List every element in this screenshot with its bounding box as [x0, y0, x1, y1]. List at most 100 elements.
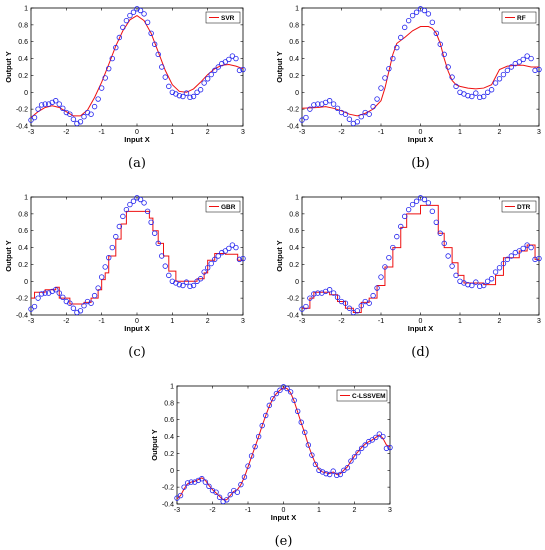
data-point — [236, 67, 243, 74]
data-point — [334, 105, 341, 111]
data-point — [532, 256, 538, 263]
data-point — [386, 254, 392, 261]
x-tick-label: 3 — [537, 318, 541, 325]
data-point — [240, 66, 246, 73]
series-line-c-lssvem — [176, 387, 391, 501]
data-point — [166, 272, 172, 279]
data-point — [109, 244, 115, 251]
data-point — [216, 494, 223, 500]
data-point — [35, 295, 41, 301]
y-tick-label: 0.4 — [18, 245, 28, 252]
x-tick-label: -1 — [99, 318, 105, 325]
x-tick-label: 3 — [241, 129, 245, 136]
data-point — [166, 83, 172, 90]
y-tick-label: 0 — [295, 279, 299, 286]
x-tick-label: -3 — [299, 129, 305, 136]
data-point — [524, 242, 530, 248]
data-point — [496, 265, 503, 271]
data-point — [398, 223, 404, 230]
y-tick-label: 0 — [24, 279, 28, 286]
y-tick-label: 1 — [295, 195, 299, 202]
data-point — [190, 93, 197, 100]
data-point — [201, 80, 207, 86]
data-point — [445, 253, 451, 259]
data-point — [177, 492, 184, 499]
data-point — [386, 65, 392, 72]
panel-caption: (d) — [411, 345, 429, 360]
data-point — [312, 461, 319, 468]
data-point — [56, 101, 62, 107]
data-point — [425, 11, 432, 17]
data-point — [445, 64, 451, 70]
x-tick-label: -3 — [28, 318, 34, 325]
x-axis-label: Input X — [124, 324, 149, 333]
data-point — [516, 59, 522, 65]
data-point — [181, 484, 187, 490]
data-point — [429, 19, 436, 26]
y-tick-label: 0.2 — [18, 73, 28, 80]
data-point — [151, 230, 158, 236]
data-point — [390, 244, 396, 251]
data-point — [354, 308, 360, 314]
x-tick-label: 2 — [498, 318, 502, 325]
data-point — [429, 208, 436, 215]
x-tick-label: 1 — [170, 318, 174, 325]
data-point — [284, 385, 290, 392]
data-point — [433, 219, 439, 225]
legend: SVR — [205, 11, 241, 24]
x-tick-label: 2 — [498, 129, 502, 136]
x-tick-label: 2 — [206, 318, 210, 325]
data-point — [208, 71, 214, 78]
x-tick-label: -2 — [338, 318, 344, 325]
data-point — [402, 213, 408, 220]
y-axis-label: Output Y — [150, 429, 159, 461]
y-tick-label: -0.4 — [16, 313, 28, 320]
x-tick-label: -2 — [63, 129, 69, 136]
y-tick-label: 0.6 — [289, 39, 299, 46]
y-tick-label: 0.4 — [289, 245, 299, 252]
data-point — [31, 114, 38, 121]
data-point — [477, 94, 483, 101]
data-point — [127, 201, 133, 208]
data-point — [496, 76, 503, 82]
y-tick-label: 1 — [24, 6, 28, 13]
data-point — [148, 219, 154, 225]
x-tick-label: 0 — [135, 129, 139, 136]
data-point — [176, 92, 183, 99]
data-point — [330, 101, 337, 107]
data-point — [67, 111, 73, 117]
data-point — [35, 106, 41, 112]
data-point — [123, 206, 130, 213]
y-tick-label: 0.4 — [18, 56, 28, 63]
data-point — [378, 274, 384, 280]
x-tick-label: 0 — [419, 129, 423, 136]
data-point — [376, 431, 383, 437]
x-tick-label: 2 — [353, 507, 357, 514]
data-point — [449, 263, 455, 269]
data-point — [358, 114, 364, 120]
legend-label: C-LSSVEM — [352, 393, 386, 400]
data-point — [334, 294, 341, 300]
x-tick-label: -1 — [99, 129, 105, 136]
data-point — [303, 114, 309, 121]
y-tick-label: 0.2 — [289, 73, 299, 80]
data-point — [425, 200, 432, 206]
data-point — [180, 282, 186, 289]
data-point — [302, 429, 308, 436]
data-point — [520, 245, 526, 252]
data-point — [484, 278, 491, 284]
data-point — [31, 303, 38, 310]
data-point — [270, 395, 276, 402]
series-line-dtr — [302, 204, 539, 313]
data-point — [42, 101, 48, 107]
data-point — [159, 253, 165, 259]
data-point — [188, 479, 194, 485]
x-axis-label: Input X — [408, 135, 433, 144]
data-point — [116, 223, 123, 230]
data-point — [528, 55, 534, 62]
data-point — [305, 442, 312, 448]
data-point — [137, 7, 144, 14]
data-point — [162, 74, 168, 80]
data-point — [67, 300, 73, 306]
data-point — [229, 242, 236, 248]
